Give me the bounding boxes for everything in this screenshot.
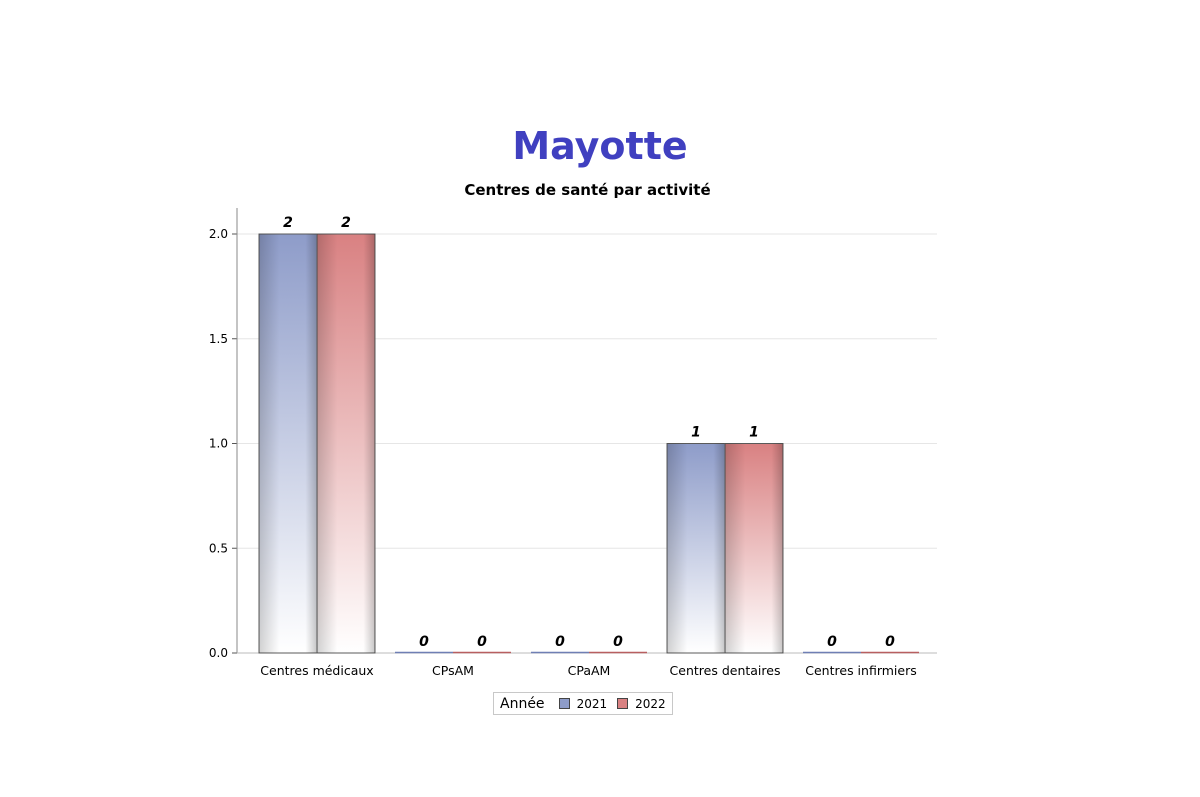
bar-shade: [259, 234, 317, 653]
chart-subtitle: Centres de santé par activité: [464, 181, 711, 199]
chart-title: Mayotte: [512, 124, 688, 168]
y-tick-label: 0.5: [209, 541, 228, 555]
y-tick-label: 2.0: [209, 227, 228, 241]
data-label: 1: [691, 425, 701, 441]
y-tick-label: 1.5: [209, 332, 228, 346]
legend-label-2021: 2021: [576, 696, 608, 711]
x-tick-label: Centres dentaires: [670, 663, 781, 678]
data-label: 0: [477, 634, 487, 650]
bar-shade: [725, 443, 783, 653]
legend-label-2022: 2022: [635, 696, 666, 711]
x-tick-label: Centres infirmiers: [805, 663, 916, 678]
x-tick-label: CPsAM: [432, 663, 474, 678]
x-tick-label: Centres médicaux: [260, 663, 373, 678]
legend-item-2021: 2021: [558, 696, 608, 711]
legend-swatch-2021: [558, 698, 570, 709]
bar-shade: [317, 234, 375, 653]
legend-swatch-2022: [617, 698, 629, 709]
data-label: 1: [749, 425, 759, 441]
legend-item-2022: 2022: [617, 697, 666, 711]
y-tick-label: 0.0: [209, 646, 228, 660]
x-tick-label: CPaAM: [568, 663, 611, 678]
data-label: 0: [419, 634, 429, 650]
data-label: 0: [555, 634, 565, 650]
legend-title: Année: [500, 695, 545, 712]
data-label: 2: [341, 215, 351, 231]
data-label: 0: [885, 634, 895, 650]
y-tick-label: 1.0: [209, 437, 228, 451]
legend: Année 2021 2022: [493, 692, 673, 715]
data-label: 0: [827, 634, 837, 650]
bar-shade: [667, 443, 725, 653]
data-label: 2: [283, 215, 293, 231]
data-label: 0: [613, 634, 623, 650]
